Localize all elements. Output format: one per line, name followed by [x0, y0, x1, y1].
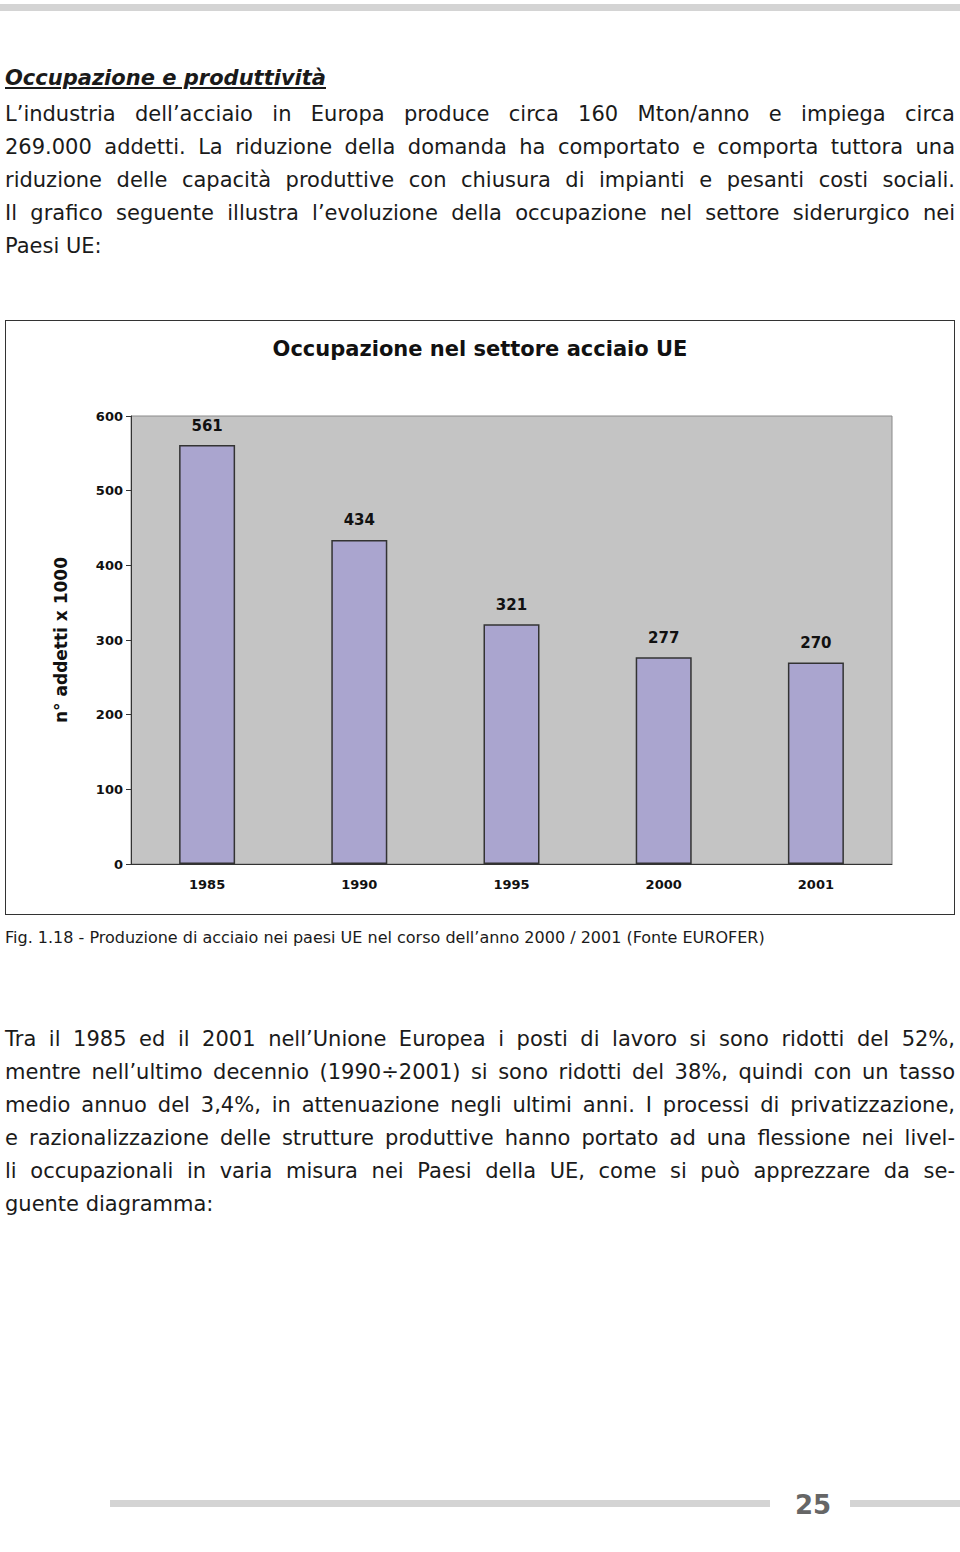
svg-text:1985: 1985	[189, 877, 225, 892]
svg-text:n° addetti x 1000: n° addetti x 1000	[51, 557, 71, 723]
html-text:medio annuo del 3,4%, in atten: medio annuo del 3,4%, in attenuazione ne…	[5, 1093, 955, 1117]
svg-text:321: 321	[496, 596, 527, 614]
svg-text:100: 100	[96, 782, 123, 797]
svg-text:277: 277	[648, 629, 679, 647]
svg-text:600: 600	[96, 409, 123, 424]
svg-text:1990: 1990	[341, 877, 377, 892]
svg-text:1995: 1995	[493, 877, 529, 892]
svg-text:2001: 2001	[798, 877, 834, 892]
html-text:269.000 addetti. La riduzione: 269.000 addetti. La riduzione della doma…	[5, 135, 955, 159]
html-text:Occupazione e produttività: Occupazione e produttività	[5, 66, 326, 90]
html-text:mentre nell’ultimo decennio (1: mentre nell’ultimo decennio (1990÷2001) …	[5, 1060, 955, 1084]
html-text:Paesi UE:: Paesi UE:	[5, 234, 102, 258]
svg-text:561: 561	[191, 417, 222, 435]
html-text:Tra il 1985 ed il 2001 nell’Un: Tra il 1985 ed il 2001 nell’Unione Europ…	[5, 1027, 955, 1051]
svg-text:0: 0	[114, 857, 123, 872]
html-text:e razionalizzazione delle stru: e razionalizzazione delle strutture prod…	[5, 1126, 955, 1150]
html-text:L’industria dell’acciaio in Eu: L’industria dell’acciaio in Europa produ…	[5, 102, 955, 126]
html-text:Fig. 1.18 - Produzione di acci: Fig. 1.18 - Produzione di acciaio nei pa…	[5, 928, 765, 947]
html-text:li occupazionali in varia misu: li occupazionali in varia misura nei Pae…	[5, 1159, 955, 1183]
svg-text:300: 300	[96, 633, 123, 648]
html-text:Il grafico seguente illustra l: Il grafico seguente illustra l’evoluzion…	[5, 201, 955, 225]
html-text:riduzione delle capacità produ: riduzione delle capacità produttive con …	[5, 168, 955, 192]
svg-text:Occupazione nel settore acciai: Occupazione nel settore acciaio UE	[273, 337, 688, 361]
svg-text:434: 434	[344, 511, 375, 529]
svg-text:270: 270	[800, 634, 831, 652]
svg-text:200: 200	[96, 707, 123, 722]
svg-text:500: 500	[96, 483, 123, 498]
svg-text:2000: 2000	[646, 877, 682, 892]
svg-text:400: 400	[96, 558, 123, 573]
html-text:guente diagramma:: guente diagramma:	[5, 1192, 214, 1216]
html-text:25: 25	[795, 1490, 832, 1520]
